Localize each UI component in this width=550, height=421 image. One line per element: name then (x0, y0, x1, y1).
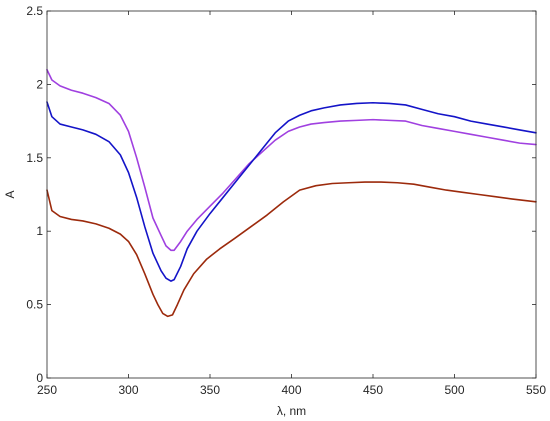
x-axis-label: λ, nm (277, 404, 306, 418)
y-tick-label: 0.5 (26, 298, 43, 312)
y-tick-label: 0 (36, 371, 43, 385)
x-tick-label: 250 (37, 383, 57, 397)
y-axis-label: A (3, 190, 17, 198)
x-tick-label: 450 (363, 383, 383, 397)
axes: 250 300 350 400 450 500 550 0 0.5 1 1.5 2 2.5 (26, 4, 546, 397)
y-tick-label: 1 (36, 224, 43, 238)
x-tick-label: 550 (526, 383, 546, 397)
series-layer (46, 68, 537, 318)
series-line-3 (46, 181, 537, 318)
x-ticks: 250 300 350 400 450 500 550 (37, 11, 546, 397)
series-line-1 (46, 68, 537, 252)
y-tick-label: 2 (36, 77, 43, 91)
y-tick-label: 1.5 (26, 151, 43, 165)
x-tick-label: 500 (444, 383, 464, 397)
x-tick-label: 350 (200, 383, 220, 397)
y-ticks: 0 0.5 1 1.5 2 2.5 (26, 4, 536, 385)
y-tick-label: 2.5 (26, 4, 43, 18)
axes-frame (46, 10, 537, 379)
x-tick-label: 400 (281, 383, 301, 397)
series-line-2 (46, 101, 537, 282)
x-tick-label: 300 (118, 383, 138, 397)
